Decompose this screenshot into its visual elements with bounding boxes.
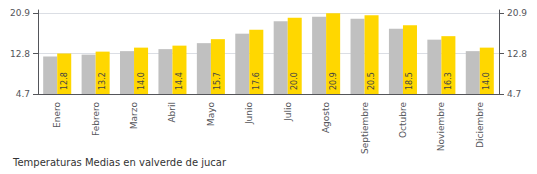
svg-text:16.3: 16.3	[444, 72, 453, 90]
svg-text:Temperaturas Medias en valverd: Temperaturas Medias en valverde de jucar	[12, 157, 227, 168]
svg-text:Mayo: Mayo	[206, 102, 216, 127]
svg-text:Julio: Julio	[283, 102, 293, 122]
svg-text:Septiembre: Septiembre	[360, 102, 370, 155]
svg-text:20.9: 20.9	[329, 72, 338, 90]
svg-text:Febrero: Febrero	[91, 102, 101, 136]
svg-text:14.0: 14.0	[137, 72, 146, 90]
svg-text:14.4: 14.4	[175, 72, 184, 90]
svg-text:Octubre: Octubre	[398, 102, 408, 138]
svg-text:Noviembre: Noviembre	[436, 102, 446, 152]
svg-text:20.0: 20.0	[290, 72, 299, 90]
svg-text:Marzo: Marzo	[129, 102, 139, 130]
svg-text:15.7: 15.7	[213, 72, 222, 90]
svg-text:18.5: 18.5	[405, 72, 414, 90]
svg-text:4.7: 4.7	[507, 89, 521, 99]
svg-text:12.8: 12.8	[60, 72, 69, 90]
svg-text:20.5: 20.5	[367, 72, 376, 90]
svg-text:Abril: Abril	[167, 102, 177, 123]
svg-text:Diciembre: Diciembre	[475, 102, 485, 148]
svg-text:17.6: 17.6	[252, 72, 261, 90]
svg-text:20.9: 20.9	[507, 8, 527, 18]
svg-text:Enero: Enero	[52, 102, 62, 128]
svg-text:4.7: 4.7	[16, 89, 30, 99]
svg-text:Junio: Junio	[244, 102, 254, 126]
svg-text:13.2: 13.2	[98, 72, 107, 90]
svg-text:14.0: 14.0	[482, 72, 491, 90]
svg-text:12.8: 12.8	[10, 49, 30, 59]
svg-text:Agosto: Agosto	[321, 102, 331, 134]
svg-text:12.8: 12.8	[507, 49, 527, 59]
svg-text:20.9: 20.9	[10, 8, 30, 18]
